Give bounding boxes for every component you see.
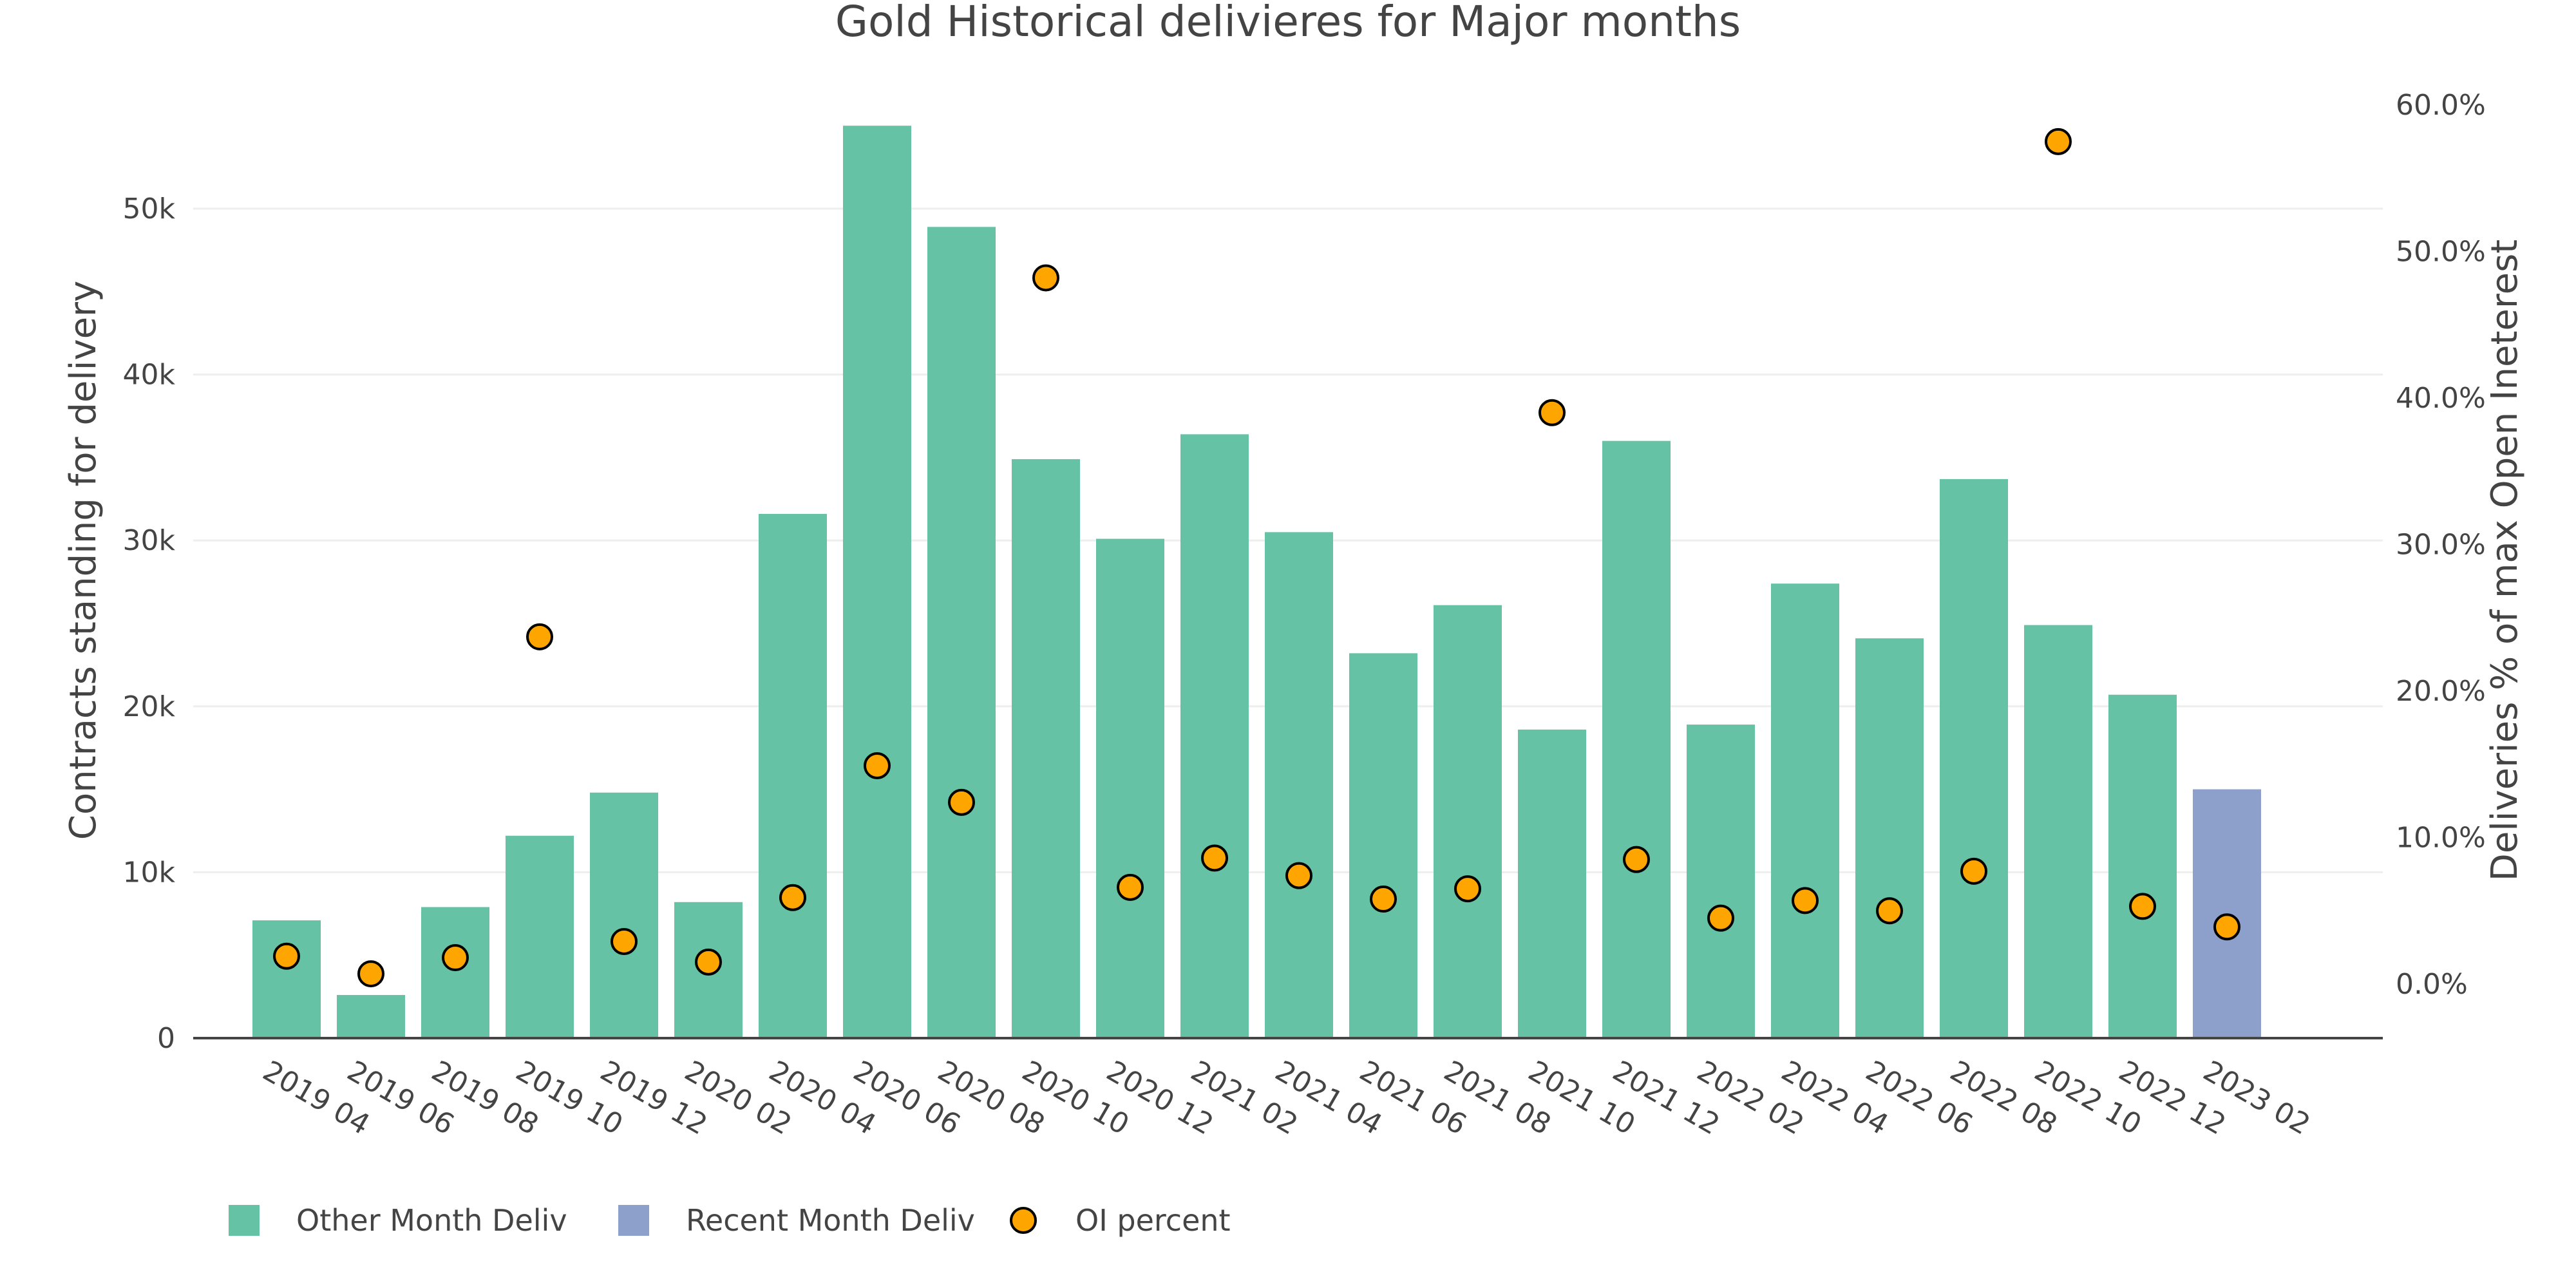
other-month-bar bbox=[252, 920, 321, 1038]
legend-label: OI percent bbox=[1075, 1203, 1231, 1238]
oi-percent-point bbox=[611, 928, 638, 956]
y2-tick-label: 40.0% bbox=[2396, 382, 2486, 415]
oi-percent-point bbox=[1792, 887, 1819, 914]
y2-tick-label: 20.0% bbox=[2396, 675, 2486, 708]
bars bbox=[252, 126, 2261, 1039]
other-month-bar bbox=[506, 835, 574, 1038]
y-tick-label: 0 bbox=[157, 1022, 175, 1055]
y2-tick-label: 10.0% bbox=[2396, 822, 2486, 855]
other-month-bar bbox=[1855, 638, 1924, 1038]
oi-percent-point bbox=[442, 944, 469, 972]
other-month-bar bbox=[1434, 605, 1502, 1038]
y2-tick-label: 30.0% bbox=[2396, 529, 2486, 562]
other-month-bar bbox=[2024, 625, 2092, 1038]
oi-percent-point bbox=[1960, 857, 1987, 885]
other-month-bar bbox=[1349, 653, 1417, 1038]
oi-percent-point bbox=[695, 948, 722, 976]
y2-tick-label: 50.0% bbox=[2396, 236, 2486, 269]
oi-percent-point bbox=[1032, 264, 1059, 292]
other-month-bar bbox=[843, 126, 911, 1039]
legend-swatch-icon bbox=[229, 1205, 260, 1236]
other-month-bar bbox=[927, 227, 996, 1039]
oi-percent-point bbox=[779, 884, 806, 911]
other-month-bar bbox=[1940, 478, 2008, 1038]
oi-percent-point bbox=[1876, 897, 1903, 925]
other-month-bar bbox=[1771, 583, 1839, 1038]
y-tick-label: 20k bbox=[123, 690, 176, 723]
oi-percent-point bbox=[1539, 399, 1566, 426]
oi-percent-point bbox=[2045, 128, 2072, 155]
y2-tick-label: 0.0% bbox=[2396, 968, 2468, 1001]
legend-item[interactable]: OI percent bbox=[1010, 1203, 1231, 1238]
legend-item[interactable]: Recent Month Deliv bbox=[618, 1203, 975, 1238]
y-axis-ticks: 0 10k 20k 30k 40k 50k bbox=[123, 193, 176, 1055]
y-tick-label: 50k bbox=[123, 193, 176, 225]
oi-percent-point bbox=[273, 942, 300, 970]
y-tick-label: 10k bbox=[123, 856, 176, 889]
oi-percent-point bbox=[864, 752, 891, 780]
other-month-bar bbox=[421, 907, 489, 1038]
other-month-bar bbox=[337, 995, 405, 1038]
legend-label: Other Month Deliv bbox=[296, 1203, 567, 1238]
other-month-bar bbox=[1518, 729, 1586, 1038]
oi-percent-point bbox=[1370, 886, 1397, 913]
other-month-bar bbox=[759, 513, 827, 1038]
other-month-bar bbox=[1180, 434, 1249, 1038]
oi-percent-point bbox=[2129, 893, 2156, 920]
oi-percent-point bbox=[948, 788, 975, 816]
y2-axis-ticks: 0.0% 10.0% 20.0% 30.0% 40.0% 50.0% 60.0% bbox=[2396, 89, 2486, 1001]
legend-marker-icon bbox=[1010, 1207, 1037, 1234]
oi-percent-point bbox=[1454, 875, 1481, 903]
oi-percent-point bbox=[1285, 862, 1312, 889]
oi-percent-point bbox=[1201, 844, 1228, 872]
oi-percent-points bbox=[273, 128, 2240, 988]
other-month-bar bbox=[1602, 440, 1671, 1038]
oi-percent-point bbox=[1117, 873, 1144, 901]
other-month-bar bbox=[1265, 532, 1333, 1038]
y-tick-label: 30k bbox=[123, 524, 176, 557]
y2-tick-label: 60.0% bbox=[2396, 89, 2486, 122]
oi-percent-point bbox=[357, 960, 384, 988]
oi-percent-point bbox=[526, 623, 553, 650]
oi-percent-point bbox=[1707, 904, 1734, 932]
legend-item[interactable]: Other Month Deliv bbox=[229, 1203, 567, 1238]
other-month-bar bbox=[1012, 459, 1080, 1038]
y2-axis-title: Deliveries % of max Open Ineterest bbox=[2484, 240, 2526, 882]
y-tick-label: 40k bbox=[123, 359, 176, 392]
other-month-bar bbox=[2108, 694, 2177, 1038]
oi-percent-point bbox=[2213, 913, 2240, 941]
legend-label: Recent Month Deliv bbox=[686, 1203, 975, 1238]
other-month-bar bbox=[590, 792, 658, 1038]
legend-swatch-icon bbox=[618, 1205, 649, 1236]
chart-title: Gold Historical delivieres for Major mon… bbox=[835, 0, 1741, 46]
other-month-bar bbox=[1096, 538, 1164, 1038]
y-axis-title: Contracts standing for delivery bbox=[62, 281, 104, 840]
oi-percent-point bbox=[1623, 846, 1650, 873]
other-month-bar bbox=[1687, 724, 1755, 1038]
legend: Other Month Deliv Recent Month Deliv OI pe… bbox=[229, 1203, 1231, 1238]
